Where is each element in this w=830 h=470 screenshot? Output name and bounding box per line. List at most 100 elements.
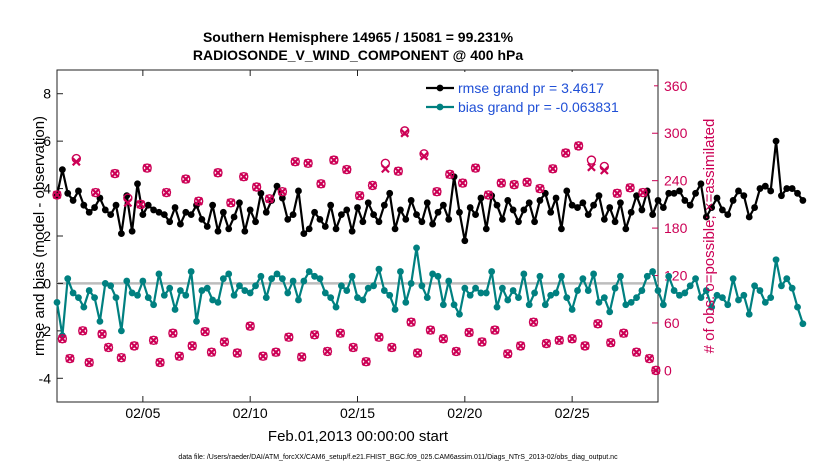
obs-assimilated-stroke	[71, 157, 81, 167]
obs-possible-marker	[625, 183, 635, 193]
obs-assimilated-marker	[220, 337, 229, 347]
obs-assimilated-stroke	[323, 347, 332, 356]
obs-assimilated-stroke	[181, 174, 191, 184]
obs-assimilated-marker	[335, 328, 345, 338]
rmse-point	[85, 208, 93, 216]
obs-possible-marker	[232, 348, 243, 358]
plot-frame	[56, 69, 659, 403]
obs-assimilated-marker	[323, 347, 332, 356]
obs-possible-marker	[245, 321, 255, 331]
bias-point	[520, 270, 528, 278]
obs-assimilated-marker	[445, 169, 455, 179]
bias-point	[321, 289, 329, 297]
obs-assimilated-marker	[471, 163, 480, 173]
obs-assimilated-stroke	[213, 168, 223, 178]
rmse-point	[735, 187, 742, 195]
obs-possible-marker	[580, 341, 590, 351]
obs-possible-marker	[116, 353, 127, 363]
bias-point	[354, 294, 361, 302]
bias-point	[767, 294, 775, 302]
obs-assimilated-stroke	[625, 183, 635, 193]
y-tick-label-right: 180	[664, 220, 688, 236]
obs-assimilated-marker	[496, 178, 506, 188]
obs-assimilated-stroke	[445, 169, 455, 179]
obs-possible-marker	[161, 187, 172, 198]
bias-point	[718, 294, 726, 302]
bias-point	[638, 287, 646, 294]
obs-possible-marker	[296, 352, 307, 362]
obs-assimilated-stroke	[554, 335, 564, 345]
rmse-point	[311, 208, 318, 216]
obs-assimilated-marker	[535, 184, 545, 193]
bias-point	[112, 294, 120, 302]
obs-possible-marker	[593, 319, 603, 329]
rmse-point	[498, 216, 506, 223]
obs-assimilated-stroke	[194, 196, 204, 206]
legend-label-bias: bias grand pr = -0.063831	[458, 99, 619, 115]
bias-point	[595, 299, 603, 306]
obs-possible-marker	[78, 326, 88, 336]
obs-assimilated-stroke	[220, 337, 229, 347]
y-tick-label-right: 0	[664, 362, 672, 378]
bias-point	[525, 301, 533, 309]
rmse-point	[627, 208, 635, 216]
obs-assimilated-stroke	[438, 334, 448, 344]
rmse-point	[745, 213, 753, 221]
obs-assimilated-marker	[374, 332, 384, 342]
obs-possible-marker	[148, 335, 159, 346]
obs-assimilated-marker	[284, 332, 294, 342]
obs-assimilated-marker	[490, 325, 500, 335]
bias-point	[53, 299, 61, 306]
obs-assimilated-stroke	[574, 141, 583, 151]
rmse-point	[595, 192, 603, 200]
rmse-point	[241, 227, 249, 235]
obs-assimilated-stroke	[162, 188, 171, 197]
bias-point	[429, 270, 437, 278]
rmse-point	[622, 225, 630, 233]
bias-point	[246, 289, 254, 297]
obs-assimilated-marker	[438, 334, 448, 344]
obs-assimilated-stroke	[645, 354, 654, 363]
obs-possible-marker	[367, 180, 378, 191]
rmse-point	[466, 204, 474, 211]
obs-assimilated-marker	[265, 194, 274, 204]
obs-possible-marker	[503, 349, 513, 359]
bias-point	[262, 294, 270, 302]
obs-possible-marker	[470, 163, 481, 173]
obs-assimilated-stroke	[374, 332, 384, 342]
obs-assimilated-stroke	[290, 157, 300, 167]
obs-assimilated-stroke	[117, 353, 126, 363]
bias-point	[735, 296, 742, 304]
rmse-point	[659, 204, 667, 211]
rmse-point	[402, 216, 410, 223]
obs-possible-marker	[438, 334, 449, 344]
bias-point	[155, 270, 163, 278]
rmse-point	[638, 206, 646, 214]
obs-possible-marker	[425, 325, 436, 335]
obs-assimilated-marker	[65, 354, 75, 363]
bias-point	[375, 265, 383, 273]
obs-assimilated-marker	[168, 328, 178, 338]
bias-point	[268, 275, 276, 283]
rmse-point	[69, 197, 77, 204]
obs-assimilated-stroke	[52, 190, 62, 200]
obs-assimilated-marker	[84, 358, 94, 367]
obs-possible-marker	[406, 317, 416, 327]
obs-assimilated-stroke	[413, 348, 422, 358]
bias-point	[75, 294, 82, 302]
bias-point	[681, 289, 689, 297]
bias-point	[461, 284, 469, 292]
obs-assimilated-stroke	[548, 164, 558, 174]
rmse-point	[584, 211, 592, 219]
bias-point	[117, 327, 125, 335]
bias-point	[531, 289, 538, 297]
rmse-point	[150, 206, 157, 214]
obs-possible-marker	[226, 198, 236, 208]
x-tick-label: 02/20	[447, 405, 482, 421]
rmse-point	[107, 211, 115, 219]
bias-point	[219, 275, 227, 283]
obs-assimilated-marker	[213, 168, 223, 178]
obs-possible-marker	[342, 164, 352, 175]
rmse-point	[756, 185, 764, 192]
rmse-point	[117, 230, 125, 238]
